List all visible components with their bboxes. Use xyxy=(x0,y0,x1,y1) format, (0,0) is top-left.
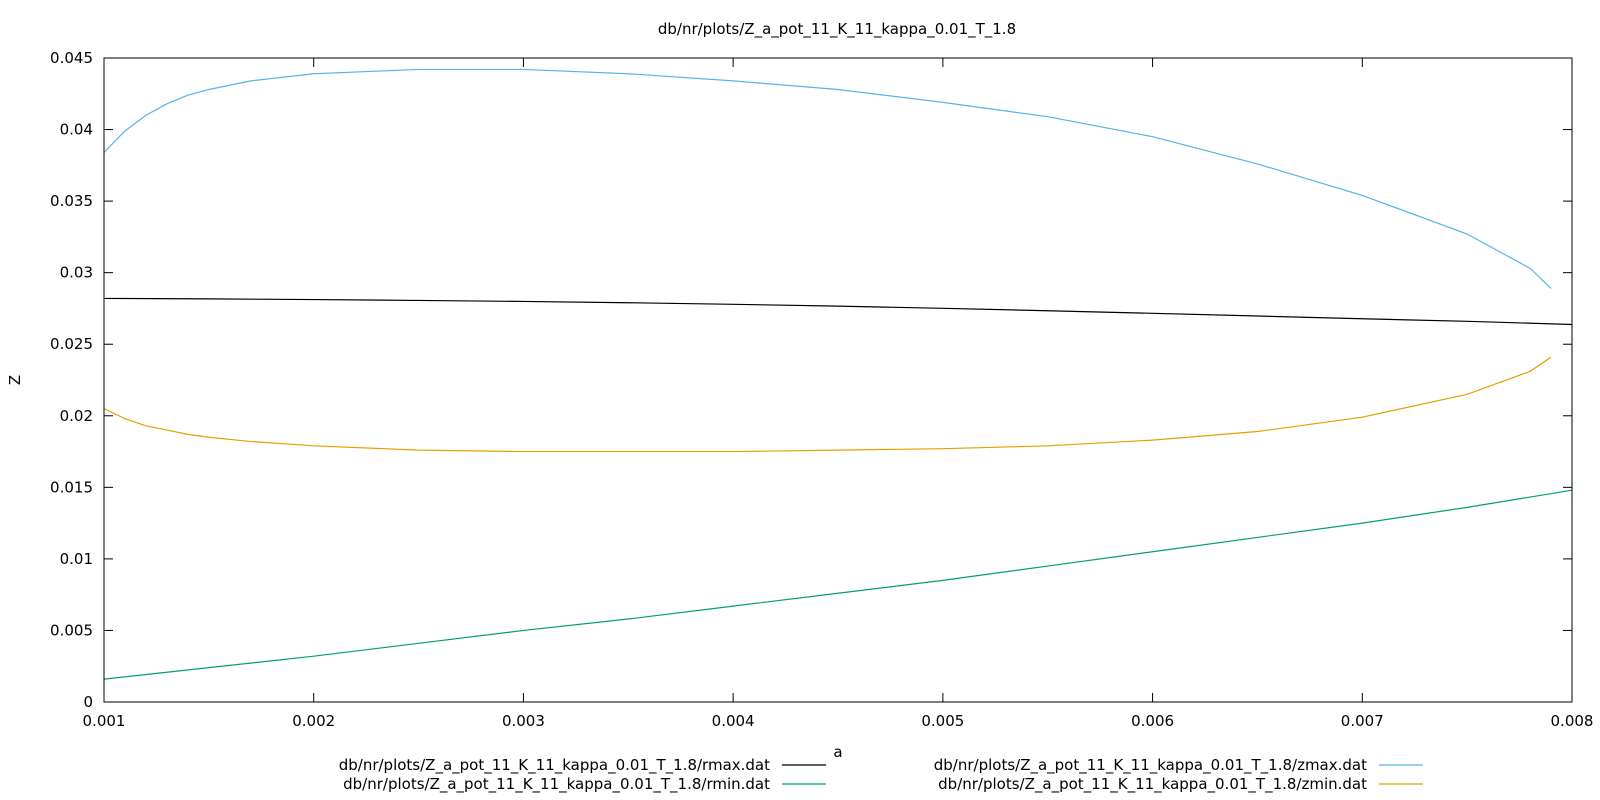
x-tick-label: 0.007 xyxy=(1341,712,1384,730)
series-lines xyxy=(103,68,1573,680)
legend: db/nr/plots/Z_a_pot_11_K_11_kappa_0.01_T… xyxy=(339,756,1423,794)
x-tick-label: 0.003 xyxy=(502,712,545,730)
x-axis-label: a xyxy=(833,743,842,761)
legend-label-zmax: db/nr/plots/Z_a_pot_11_K_11_kappa_0.01_T… xyxy=(934,756,1367,775)
series-line-rmax xyxy=(103,297,1573,326)
tick-labels: 0.001 0.002 0.003 0.004 0.005 0.006 0.007 0.008… xyxy=(50,49,1593,730)
series-line-zmax xyxy=(103,68,1552,289)
legend-label-rmax: db/nr/plots/Z_a_pot_11_K_11_kappa_0.01_T… xyxy=(339,756,770,775)
legend-label-rmin: db/nr/plots/Z_a_pot_11_K_11_kappa_0.01_T… xyxy=(343,775,770,794)
chart-title: db/nr/plots/Z_a_pot_11_K_11_kappa_0.01_T… xyxy=(658,20,1016,39)
y-tick-label: 0.035 xyxy=(50,192,93,210)
y-tick-label: 0.01 xyxy=(60,550,93,568)
y-tick-label: 0.02 xyxy=(60,407,93,425)
y-tick-label: 0.04 xyxy=(60,121,93,139)
x-tick-label: 0.004 xyxy=(712,712,755,730)
y-tick-label: 0.025 xyxy=(50,335,93,353)
y-tick-label: 0.015 xyxy=(50,478,93,496)
series-line-zmin xyxy=(103,356,1552,453)
y-tick-label: 0.03 xyxy=(60,264,93,282)
y-tick-label: 0.005 xyxy=(50,621,93,639)
x-tick-label: 0.006 xyxy=(1131,712,1174,730)
tick-marks xyxy=(103,57,1573,703)
y-axis-label: Z xyxy=(6,375,24,385)
x-tick-label: 0.005 xyxy=(921,712,964,730)
y-tick-label: 0 xyxy=(83,693,93,711)
series-line-rmin xyxy=(103,489,1573,680)
plot-frame xyxy=(103,57,1573,703)
legend-label-zmin: db/nr/plots/Z_a_pot_11_K_11_kappa_0.01_T… xyxy=(938,775,1367,794)
x-tick-label: 0.002 xyxy=(292,712,335,730)
y-tick-label: 0.045 xyxy=(50,49,93,67)
x-tick-label: 0.001 xyxy=(83,712,126,730)
x-tick-label: 0.008 xyxy=(1551,712,1594,730)
